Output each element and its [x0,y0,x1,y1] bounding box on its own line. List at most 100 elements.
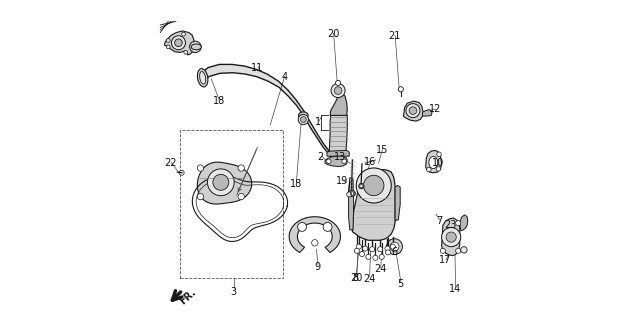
Text: 6: 6 [391,247,398,257]
Circle shape [175,39,183,47]
Text: 23: 23 [444,220,457,230]
Circle shape [370,247,375,252]
Polygon shape [352,170,395,240]
Text: 20: 20 [350,273,363,283]
Polygon shape [349,178,354,230]
Text: 8: 8 [352,273,359,283]
Circle shape [379,254,384,260]
Circle shape [373,255,378,260]
Circle shape [238,193,244,200]
Circle shape [347,192,352,197]
Text: 4: 4 [282,72,287,82]
Circle shape [390,242,399,251]
Circle shape [409,107,417,115]
Circle shape [455,220,460,226]
Circle shape [331,84,345,98]
Circle shape [385,250,391,255]
Circle shape [406,104,420,118]
Polygon shape [422,110,432,116]
Circle shape [398,87,403,92]
Circle shape [300,117,306,123]
Circle shape [197,165,204,171]
Circle shape [207,169,234,196]
Circle shape [455,248,460,253]
Polygon shape [441,218,460,256]
Circle shape [190,41,201,52]
Circle shape [172,36,186,50]
Circle shape [427,167,431,172]
Ellipse shape [197,69,208,87]
Text: 24: 24 [363,274,375,284]
Circle shape [298,222,307,231]
Ellipse shape [191,44,202,50]
Circle shape [436,167,441,171]
Polygon shape [200,64,333,158]
Circle shape [441,228,460,247]
Circle shape [336,80,341,85]
Text: 1: 1 [315,117,321,127]
Text: FR.: FR. [178,287,198,306]
Polygon shape [197,162,252,204]
Ellipse shape [429,156,438,169]
Circle shape [391,244,396,249]
Circle shape [335,87,342,94]
Text: 5: 5 [397,279,403,289]
Text: 7: 7 [436,216,442,226]
Circle shape [327,159,331,164]
Ellipse shape [298,112,308,119]
Text: 13: 13 [334,152,347,162]
Polygon shape [395,186,400,220]
Polygon shape [165,31,195,55]
Circle shape [184,50,188,54]
Polygon shape [460,215,467,231]
Circle shape [446,232,456,242]
Circle shape [364,175,384,196]
Circle shape [179,170,184,175]
Circle shape [167,45,170,49]
Text: 17: 17 [439,255,452,265]
Circle shape [385,246,390,251]
Text: 14: 14 [449,284,461,294]
Circle shape [356,244,361,249]
Circle shape [167,39,170,43]
Text: 12: 12 [429,104,441,114]
Circle shape [387,239,403,255]
Circle shape [437,152,441,156]
Circle shape [356,168,391,203]
Circle shape [363,246,368,251]
Text: 24: 24 [374,264,386,274]
Polygon shape [325,156,347,166]
Circle shape [460,247,467,253]
Polygon shape [289,217,340,252]
Circle shape [238,165,244,171]
Text: 22: 22 [165,158,177,168]
Text: 19: 19 [336,176,348,186]
Ellipse shape [200,71,205,84]
Text: 15: 15 [375,146,388,156]
Text: 18: 18 [289,179,302,189]
Polygon shape [329,112,347,154]
Polygon shape [327,150,349,156]
Text: 3: 3 [230,287,237,297]
Polygon shape [425,150,441,173]
Text: 16: 16 [364,156,377,167]
Text: 21: 21 [389,31,401,41]
Text: 20: 20 [327,29,339,39]
Circle shape [342,159,347,164]
Text: 11: 11 [251,63,263,73]
Polygon shape [330,93,347,116]
Circle shape [197,193,204,200]
Circle shape [349,190,356,197]
Circle shape [366,254,371,260]
Text: 9: 9 [314,262,321,272]
Text: 2: 2 [317,152,324,162]
Circle shape [440,248,445,253]
Text: 18: 18 [212,96,225,106]
Circle shape [213,174,229,190]
Circle shape [312,240,318,246]
Circle shape [378,247,383,252]
Circle shape [359,252,364,257]
Circle shape [323,222,332,231]
Polygon shape [403,101,423,121]
Circle shape [354,248,359,253]
